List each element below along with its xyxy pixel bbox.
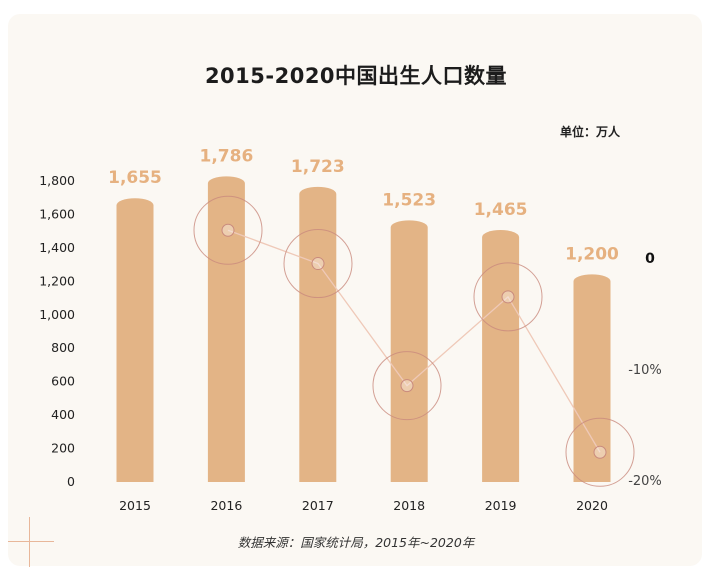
x-tick-label: 2019 bbox=[485, 498, 517, 513]
y-left-tick-label: 200 bbox=[51, 441, 75, 456]
bar bbox=[573, 274, 611, 482]
bar bbox=[482, 230, 520, 482]
y-left-tick-label: 0 bbox=[67, 474, 75, 489]
x-tick-label: 2017 bbox=[302, 498, 334, 513]
y-left-tick-label: 1,000 bbox=[39, 307, 75, 322]
y-right-tick-label: -20% bbox=[628, 474, 662, 489]
growth-rate-ring bbox=[565, 417, 635, 487]
growth-rate-line bbox=[227, 229, 601, 453]
bar-value-label: 1,465 bbox=[474, 200, 528, 220]
corner-decoration-horizontal bbox=[8, 541, 54, 542]
unit-label: 单位：万人 bbox=[560, 125, 621, 139]
y-left-tick-label: 1,400 bbox=[39, 240, 75, 255]
x-tick-label: 2016 bbox=[210, 498, 242, 513]
y-left-tick-label: 400 bbox=[51, 407, 75, 422]
growth-rate-point bbox=[400, 379, 414, 393]
data-source-note: 数据来源：国家统计局，2015年~2020年 bbox=[237, 535, 475, 550]
bar-value-label: 1,200 bbox=[565, 244, 619, 264]
growth-rate-point bbox=[501, 290, 515, 304]
growth-rate-point bbox=[311, 257, 325, 271]
y-left-tick-label: 800 bbox=[51, 340, 75, 355]
growth-rate-ring bbox=[283, 229, 353, 299]
y-left-tick-label: 1,800 bbox=[39, 173, 75, 188]
bar bbox=[299, 186, 337, 483]
x-tick-label: 2018 bbox=[393, 498, 425, 513]
growth-rate-point bbox=[221, 223, 235, 237]
bar-value-label: 1,655 bbox=[108, 168, 162, 188]
growth-rate-point bbox=[593, 445, 607, 459]
bar-value-label: 1,523 bbox=[382, 190, 436, 210]
growth-rate-ring bbox=[193, 195, 263, 265]
y-left-tick-label: 1,200 bbox=[39, 273, 75, 288]
y-right-tick-label: 0 bbox=[645, 251, 655, 267]
y-left-tick-label: 600 bbox=[51, 374, 75, 389]
bar bbox=[116, 198, 154, 482]
bar-value-label: 1,723 bbox=[291, 157, 345, 177]
bar-value-label: 1,786 bbox=[200, 146, 254, 166]
chart-title: 2015-2020中国出生人口数量 bbox=[204, 64, 508, 88]
y-right-tick-label: -10% bbox=[628, 363, 662, 378]
y-left-tick-label: 1,600 bbox=[39, 206, 75, 221]
x-tick-label: 2015 bbox=[119, 498, 151, 513]
growth-rate-ring bbox=[473, 262, 543, 332]
growth-rate-ring bbox=[372, 351, 442, 421]
bar bbox=[390, 220, 428, 482]
x-tick-label: 2020 bbox=[576, 498, 608, 513]
bar bbox=[207, 176, 245, 482]
corner-decoration-vertical bbox=[29, 517, 30, 567]
